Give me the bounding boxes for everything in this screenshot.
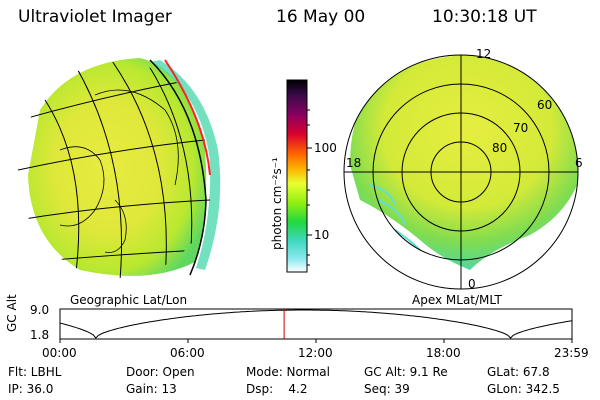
info-flt: Flt: LBHL	[8, 365, 62, 379]
mlat-label-60: 60	[537, 98, 553, 112]
geographic-caption: Geographic Lat/Lon	[70, 293, 188, 307]
info-gc-alt: GC Alt: 9.1 Re	[364, 365, 448, 379]
timeline-xtick-0000: 00:00	[42, 346, 77, 360]
apex-caption: Apex MLat/MLT	[412, 293, 502, 307]
info-seq: Seq: 39	[364, 382, 410, 396]
polar-image	[343, 54, 579, 290]
mlt-label-0: 0	[468, 277, 476, 291]
timeline-xtick-0600: 06:00	[170, 346, 205, 360]
geographic-image	[18, 58, 221, 278]
mlat-label-70: 70	[513, 121, 529, 135]
colorbar	[286, 79, 308, 273]
altitude-curve	[59, 309, 573, 339]
date-label: 16 May 00	[276, 7, 366, 27]
info-ip: IP: 36.0	[8, 382, 54, 396]
timeline-xtick-1800: 18:00	[426, 346, 461, 360]
timeline-xtick-2359: 23:59	[554, 346, 589, 360]
timeline-ylabel: GC Alt	[5, 294, 19, 332]
mlat-label-80: 80	[492, 141, 508, 155]
info-dsp: Dsp: 4.2	[246, 382, 308, 396]
timeline-ticks	[59, 339, 573, 343]
info-door: Door: Open	[126, 365, 195, 379]
mlt-label-12: 12	[476, 47, 492, 61]
colorbar-ticks	[307, 109, 312, 266]
timeline-ytick-9: 9.0	[30, 303, 50, 317]
timeline-ytick-1: 1.8	[30, 328, 50, 342]
info-glon: GLon: 342.5	[487, 382, 560, 396]
mlt-label-6: 6	[575, 156, 583, 170]
colorbar-tick-100: 100	[314, 141, 337, 155]
colorbar-unit-label: photon cm⁻²s⁻¹	[270, 157, 284, 250]
info-mode: Mode: Normal	[246, 365, 330, 379]
info-glat: GLat: 67.8	[487, 365, 550, 379]
instrument-title: Ultraviolet Imager	[18, 7, 172, 27]
timeline-xtick-1200: 12:00	[298, 346, 333, 360]
info-gain: Gain: 13	[126, 382, 177, 396]
time-label: 10:30:18 UT	[432, 7, 537, 27]
mlt-label-18: 18	[346, 156, 362, 170]
colorbar-tick-10: 10	[314, 228, 330, 242]
